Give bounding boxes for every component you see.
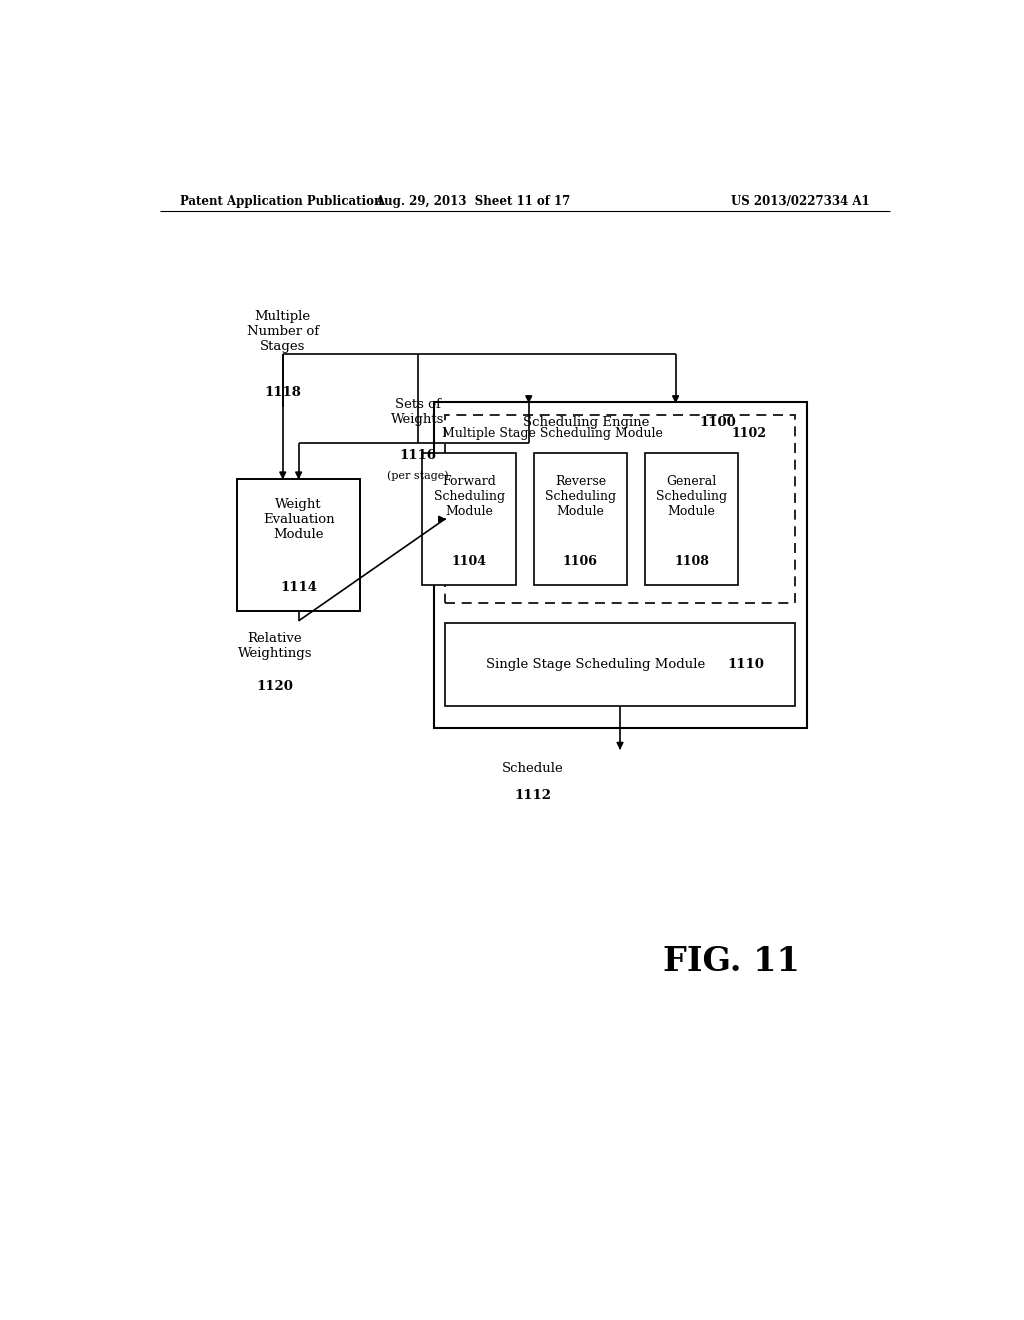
- Text: Scheduling Engine: Scheduling Engine: [523, 416, 653, 429]
- Bar: [238, 479, 360, 611]
- Text: Schedule: Schedule: [502, 762, 563, 775]
- Bar: [445, 414, 795, 603]
- Text: General
Scheduling
Module: General Scheduling Module: [656, 475, 727, 519]
- Text: Patent Application Publication: Patent Application Publication: [179, 194, 382, 207]
- Bar: [433, 403, 807, 727]
- Text: 1100: 1100: [699, 416, 736, 429]
- Text: 1102: 1102: [731, 426, 766, 440]
- Bar: [423, 453, 516, 585]
- Text: US 2013/0227334 A1: US 2013/0227334 A1: [731, 194, 870, 207]
- Text: Multiple
Number of
Stages: Multiple Number of Stages: [247, 310, 318, 352]
- Text: 1120: 1120: [256, 680, 293, 693]
- Text: 1118: 1118: [264, 385, 301, 399]
- Text: Aug. 29, 2013  Sheet 11 of 17: Aug. 29, 2013 Sheet 11 of 17: [376, 194, 570, 207]
- Text: Reverse
Scheduling
Module: Reverse Scheduling Module: [545, 475, 615, 519]
- Text: Sets of
Weights: Sets of Weights: [391, 399, 444, 426]
- Text: 1104: 1104: [452, 556, 486, 569]
- Text: Forward
Scheduling
Module: Forward Scheduling Module: [434, 475, 505, 519]
- Text: Weight
Evaluation
Module: Weight Evaluation Module: [263, 498, 335, 541]
- Bar: [645, 453, 738, 585]
- Bar: [445, 623, 795, 706]
- Text: 1116: 1116: [399, 449, 436, 462]
- Text: 1106: 1106: [563, 556, 598, 569]
- Text: Relative
Weightings: Relative Weightings: [238, 632, 312, 660]
- Text: 1114: 1114: [281, 581, 317, 594]
- Bar: [534, 453, 627, 585]
- Text: Single Stage Scheduling Module: Single Stage Scheduling Module: [486, 659, 714, 671]
- Text: FIG. 11: FIG. 11: [663, 945, 800, 978]
- Text: (per stage): (per stage): [387, 470, 449, 480]
- Text: 1110: 1110: [727, 659, 764, 671]
- Text: Multiple Stage Scheduling Module: Multiple Stage Scheduling Module: [442, 426, 671, 440]
- Text: 1112: 1112: [514, 789, 551, 803]
- Text: 1108: 1108: [674, 556, 709, 569]
